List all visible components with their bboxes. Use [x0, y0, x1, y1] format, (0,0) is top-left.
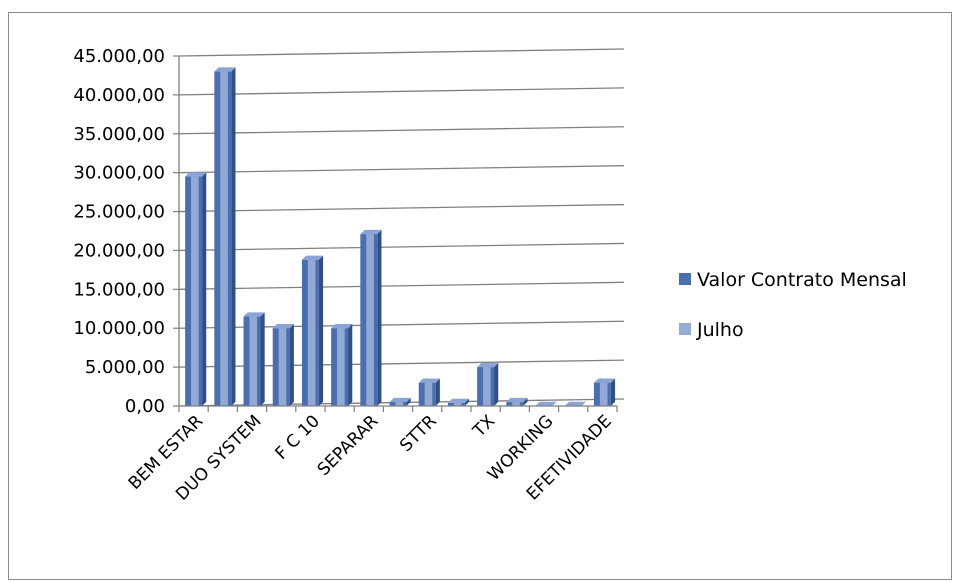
y-tick-label: 45.000,00 [73, 46, 165, 67]
bar [447, 398, 470, 406]
y-tick-label: 20.000,00 [73, 240, 165, 261]
gridline [178, 87, 625, 96]
bar [243, 312, 265, 406]
y-tick-label: 15.000,00 [73, 279, 165, 300]
bar [593, 378, 616, 406]
x-category-label: SEPARAR [314, 411, 383, 480]
gridline [178, 165, 625, 174]
bar [360, 229, 382, 406]
bar-chart: 0,00 5.000,00 10.000,00 15.000,00 20.000,00 2… [73, 46, 907, 505]
bar [389, 397, 411, 406]
axes [173, 55, 618, 412]
legend-label: Julho [696, 319, 744, 341]
x-category-label: F C 10 [272, 411, 324, 463]
x-category-label: STTR [396, 411, 441, 456]
y-tick-label: 5.000,00 [85, 357, 165, 378]
gridline [178, 242, 625, 252]
legend: Valor Contrato Mensal Julho [679, 269, 907, 341]
y-tick-label: 40.000,00 [73, 85, 165, 106]
legend-swatch [679, 323, 691, 335]
gridline [178, 126, 625, 135]
legend-label: Valor Contrato Mensal [697, 269, 907, 291]
y-tick-label: 35.000,00 [73, 124, 165, 145]
bar [301, 255, 324, 406]
bar [477, 362, 499, 406]
y-tick-label: 0,00 [125, 396, 165, 417]
gridline [178, 48, 625, 57]
y-tick-label: 10.000,00 [73, 318, 165, 339]
y-axis-ticks: 0,00 5.000,00 10.000,00 15.000,00 20.000,00 2… [73, 46, 165, 417]
legend-swatch [679, 273, 691, 285]
gridline [178, 281, 625, 290]
chart-container: 0,00 5.000,00 10.000,00 15.000,00 20.000,00 2… [8, 12, 952, 580]
y-tick-label: 25.000,00 [73, 202, 165, 223]
bar [418, 378, 440, 406]
y-tick-label: 30.000,00 [73, 163, 165, 184]
bar-series [185, 67, 616, 407]
bar [331, 324, 353, 406]
bar [272, 324, 294, 406]
bar [185, 172, 207, 406]
x-category-label: TX [469, 411, 500, 442]
bar [214, 67, 236, 407]
gridline [178, 203, 625, 213]
bar [506, 397, 528, 406]
